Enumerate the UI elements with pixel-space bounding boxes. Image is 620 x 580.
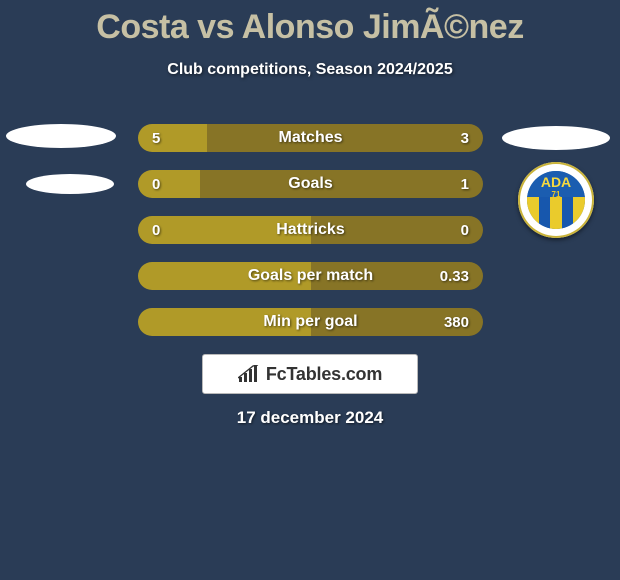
- ellipse-shape: [502, 126, 610, 150]
- stat-bar: 01Goals: [138, 170, 483, 198]
- bar-label: Goals: [138, 170, 483, 198]
- bar-label: Goals per match: [138, 262, 483, 290]
- bar-label: Hattricks: [138, 216, 483, 244]
- comparison-bars: 53Matches 01Goals 00Hattricks 0.33Goals per…: [138, 124, 483, 354]
- stat-bar: 0.33Goals per match: [138, 262, 483, 290]
- ellipse-shape: [6, 124, 116, 148]
- page-title: Costa vs Alonso JimÃ©nez: [0, 0, 620, 47]
- subtitle: Club competitions, Season 2024/2025: [0, 61, 620, 79]
- club-crest: ADA 71: [518, 162, 594, 238]
- bars-icon: [238, 365, 260, 383]
- ellipse-shape: [26, 174, 114, 194]
- stat-bar: 00Hattricks: [138, 216, 483, 244]
- player-left-badge: [6, 124, 116, 206]
- source-logo-text: FcTables.com: [266, 364, 382, 385]
- date-label: 17 december 2024: [0, 408, 620, 428]
- stat-bar: 53Matches: [138, 124, 483, 152]
- stat-bar: 380Min per goal: [138, 308, 483, 336]
- crest-sublabel: 71: [527, 191, 585, 199]
- source-logo: FcTables.com: [202, 354, 418, 394]
- bar-label: Matches: [138, 124, 483, 152]
- player-right-badge: ADA 71: [500, 126, 612, 238]
- bar-label: Min per goal: [138, 308, 483, 336]
